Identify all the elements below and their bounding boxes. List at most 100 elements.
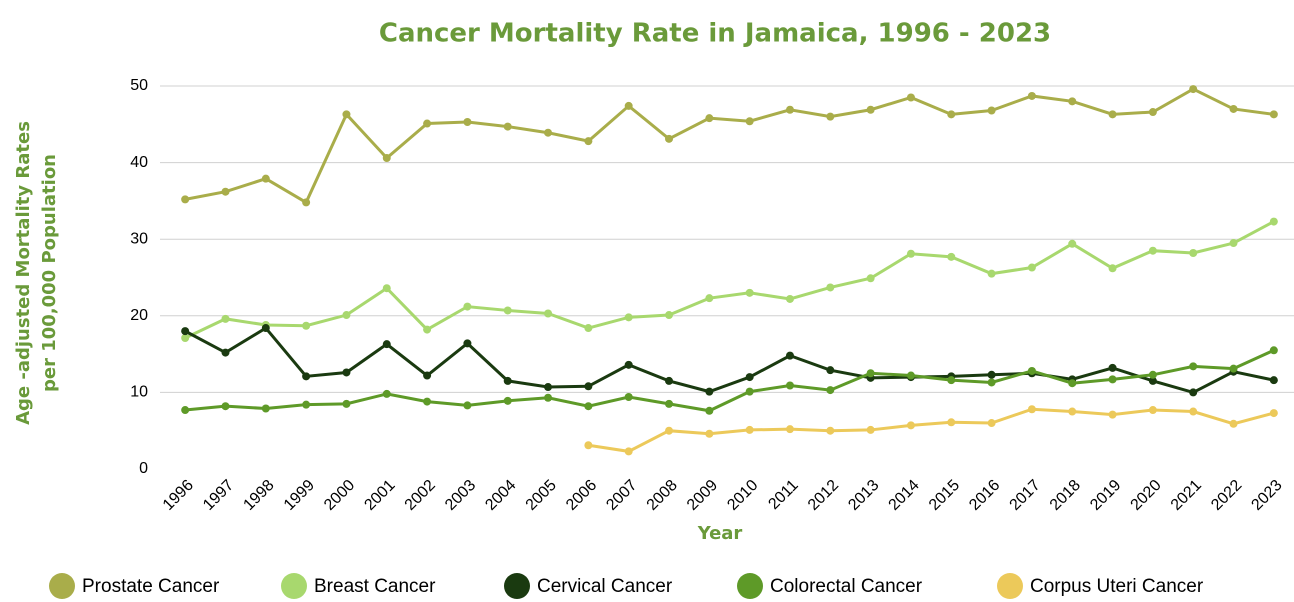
point — [221, 348, 230, 357]
point — [947, 252, 956, 261]
point — [544, 309, 553, 318]
x-tick-label: 2007 — [603, 477, 640, 514]
x-tick-label: 2020 — [1127, 477, 1164, 514]
y-tick-label: 10 — [130, 384, 148, 401]
point — [745, 373, 754, 382]
point — [624, 313, 633, 322]
point — [1068, 407, 1077, 416]
point — [1108, 363, 1117, 372]
legend-label: Cervical Cancer — [537, 576, 673, 597]
point — [302, 198, 311, 207]
point — [1269, 110, 1278, 119]
point — [423, 325, 432, 334]
point — [302, 400, 311, 409]
point — [906, 421, 915, 430]
point — [584, 382, 593, 391]
point — [1148, 406, 1157, 415]
y-tick-label: 20 — [130, 307, 148, 324]
series-line — [588, 407, 1275, 453]
point — [624, 447, 633, 456]
point — [987, 370, 996, 379]
point — [705, 406, 714, 415]
point — [1229, 364, 1238, 373]
x-tick-label: 2016 — [966, 477, 1003, 514]
x-tick-label: 2014 — [886, 477, 923, 514]
y-tick-label: 30 — [130, 230, 148, 247]
point — [705, 387, 714, 396]
point — [1189, 388, 1198, 397]
point — [947, 110, 956, 119]
x-axis-title: Year — [697, 523, 743, 544]
series-line — [184, 326, 1275, 395]
point — [1229, 419, 1238, 428]
point — [1269, 346, 1278, 355]
x-tick-label: 2010 — [724, 477, 761, 514]
series-line — [184, 220, 1275, 340]
point — [342, 368, 351, 377]
legend-marker — [737, 573, 763, 599]
legend-label: Breast Cancer — [314, 576, 436, 597]
point — [382, 340, 391, 349]
legend-marker — [49, 573, 75, 599]
point — [705, 114, 714, 123]
x-tick-label: 2009 — [684, 477, 721, 514]
point — [382, 154, 391, 163]
point — [624, 360, 633, 369]
legend-label: Prostate Cancer — [82, 576, 220, 597]
point — [1189, 407, 1198, 416]
point — [705, 429, 714, 438]
point — [785, 351, 794, 360]
point — [705, 294, 714, 303]
x-tick-label: 1998 — [240, 477, 277, 514]
x-tick-label: 2012 — [805, 477, 842, 514]
point — [1027, 91, 1036, 100]
point — [261, 324, 270, 333]
point — [544, 383, 553, 392]
point — [866, 425, 875, 434]
x-tick-label: 2005 — [523, 477, 560, 514]
x-tick-label: 2022 — [1208, 477, 1245, 514]
x-tick-label: 2021 — [1168, 477, 1205, 514]
y-tick-label: 40 — [130, 154, 148, 171]
point — [1189, 248, 1198, 257]
point — [665, 426, 674, 435]
point — [1108, 110, 1117, 119]
point — [745, 117, 754, 126]
point — [221, 187, 230, 196]
point — [866, 369, 875, 378]
point — [1229, 104, 1238, 113]
point — [1068, 379, 1077, 388]
x-tick-label: 2006 — [563, 477, 600, 514]
y-tick-label: 0 — [139, 460, 148, 477]
point — [906, 93, 915, 102]
point — [785, 381, 794, 390]
legend-marker — [281, 573, 307, 599]
point — [423, 371, 432, 380]
point — [745, 387, 754, 396]
point — [1229, 239, 1238, 248]
point — [1027, 263, 1036, 272]
point — [947, 376, 956, 385]
y-axis-title: Age -adjusted Mortality Rates — [13, 121, 34, 425]
point — [745, 288, 754, 297]
point — [987, 419, 996, 428]
y-tick-label: 50 — [130, 77, 148, 94]
legend-marker — [997, 573, 1023, 599]
point — [463, 302, 472, 311]
point — [826, 283, 835, 292]
point — [1189, 362, 1198, 371]
point — [221, 314, 230, 323]
point — [987, 106, 996, 115]
x-tick-label: 2000 — [321, 477, 358, 514]
point — [1108, 410, 1117, 419]
x-tick-label: 2008 — [644, 477, 681, 514]
point — [1269, 217, 1278, 226]
x-tick-label: 2001 — [361, 477, 398, 514]
point — [624, 101, 633, 110]
series-line — [184, 87, 1275, 205]
x-tick-label: 2023 — [1248, 477, 1285, 514]
y-axis-title: per 100,000 Population — [39, 154, 60, 392]
point — [785, 425, 794, 434]
x-tick-label: 2002 — [402, 477, 439, 514]
point — [1148, 370, 1157, 379]
